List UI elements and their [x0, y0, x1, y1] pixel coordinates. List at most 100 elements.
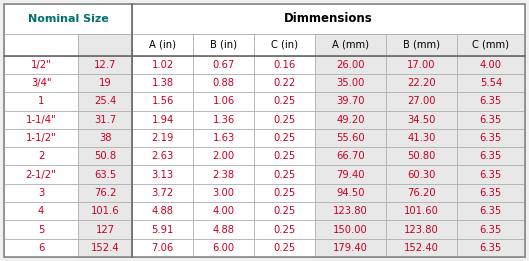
Text: Dimmensions: Dimmensions	[284, 13, 373, 25]
Bar	[315, 111, 386, 129]
Text: 127: 127	[96, 225, 115, 235]
Bar	[193, 129, 254, 147]
Bar	[386, 111, 457, 129]
Text: 1.38: 1.38	[152, 78, 174, 88]
Bar	[4, 92, 78, 111]
Text: 31.7: 31.7	[94, 115, 116, 125]
Text: 6.00: 6.00	[213, 243, 235, 253]
Bar	[4, 147, 78, 165]
Bar	[386, 239, 457, 257]
Bar	[193, 184, 254, 202]
Bar	[78, 147, 132, 165]
Text: 0.88: 0.88	[213, 78, 235, 88]
Bar	[315, 221, 386, 239]
Bar	[315, 239, 386, 257]
Bar	[315, 129, 386, 147]
Bar	[457, 165, 525, 184]
Bar	[254, 202, 315, 221]
Bar	[78, 202, 132, 221]
Text: 76.20: 76.20	[407, 188, 436, 198]
Bar	[193, 34, 254, 56]
Text: C (in): C (in)	[271, 40, 298, 50]
Bar	[254, 221, 315, 239]
Text: 2.63: 2.63	[151, 151, 174, 161]
Text: 123.80: 123.80	[404, 225, 439, 235]
Bar	[254, 165, 315, 184]
Bar	[386, 92, 457, 111]
Text: 1: 1	[38, 96, 44, 106]
Text: 41.30: 41.30	[407, 133, 436, 143]
Text: 7.06: 7.06	[151, 243, 174, 253]
Text: 0.25: 0.25	[273, 115, 296, 125]
Bar	[78, 221, 132, 239]
Text: 3.13: 3.13	[152, 170, 174, 180]
Bar	[254, 34, 315, 56]
Text: 152.4: 152.4	[91, 243, 120, 253]
Text: 152.40: 152.40	[404, 243, 439, 253]
Bar	[132, 239, 193, 257]
Bar	[315, 184, 386, 202]
Text: 4.00: 4.00	[480, 60, 502, 70]
Bar	[457, 184, 525, 202]
Bar	[386, 74, 457, 92]
Text: A (in): A (in)	[149, 40, 176, 50]
Bar	[132, 34, 193, 56]
Text: C (mm): C (mm)	[472, 40, 509, 50]
Bar	[78, 239, 132, 257]
Bar	[132, 221, 193, 239]
Bar	[132, 202, 193, 221]
Bar	[457, 239, 525, 257]
Text: 0.25: 0.25	[273, 151, 296, 161]
Text: 49.20: 49.20	[336, 115, 365, 125]
Bar	[193, 147, 254, 165]
Bar	[132, 56, 193, 74]
Bar	[78, 184, 132, 202]
Text: 39.70: 39.70	[336, 96, 365, 106]
Text: 1.56: 1.56	[151, 96, 174, 106]
Bar	[193, 202, 254, 221]
Text: 0.25: 0.25	[273, 170, 296, 180]
Bar	[457, 92, 525, 111]
Text: 2-1/2": 2-1/2"	[26, 170, 57, 180]
Bar	[78, 74, 132, 92]
Bar	[4, 221, 78, 239]
Bar	[254, 92, 315, 111]
Text: 2.19: 2.19	[151, 133, 174, 143]
Text: 6.35: 6.35	[480, 151, 502, 161]
Text: 0.22: 0.22	[273, 78, 296, 88]
Text: 50.8: 50.8	[94, 151, 116, 161]
Text: 2.38: 2.38	[213, 170, 235, 180]
Bar	[386, 202, 457, 221]
Text: 4.00: 4.00	[213, 206, 235, 216]
Text: 6.35: 6.35	[480, 133, 502, 143]
Bar	[4, 165, 78, 184]
Bar	[132, 147, 193, 165]
Bar	[4, 34, 78, 56]
Bar	[254, 129, 315, 147]
Text: 60.30: 60.30	[407, 170, 436, 180]
Bar	[4, 74, 78, 92]
Bar	[4, 111, 78, 129]
Text: 1/2": 1/2"	[31, 60, 51, 70]
Bar	[386, 147, 457, 165]
Bar	[193, 92, 254, 111]
Bar	[78, 56, 132, 74]
Text: 17.00: 17.00	[407, 60, 436, 70]
Bar	[132, 4, 525, 34]
Bar	[132, 74, 193, 92]
Bar	[254, 74, 315, 92]
Bar	[386, 129, 457, 147]
Text: 50.80: 50.80	[407, 151, 436, 161]
Bar	[386, 34, 457, 56]
Bar	[254, 239, 315, 257]
Bar	[457, 34, 525, 56]
Bar	[315, 165, 386, 184]
Bar	[132, 111, 193, 129]
Bar	[4, 129, 78, 147]
Bar	[78, 34, 132, 56]
Text: 19: 19	[99, 78, 112, 88]
Bar	[386, 221, 457, 239]
Bar	[132, 165, 193, 184]
Bar	[315, 202, 386, 221]
Text: 1.06: 1.06	[213, 96, 235, 106]
